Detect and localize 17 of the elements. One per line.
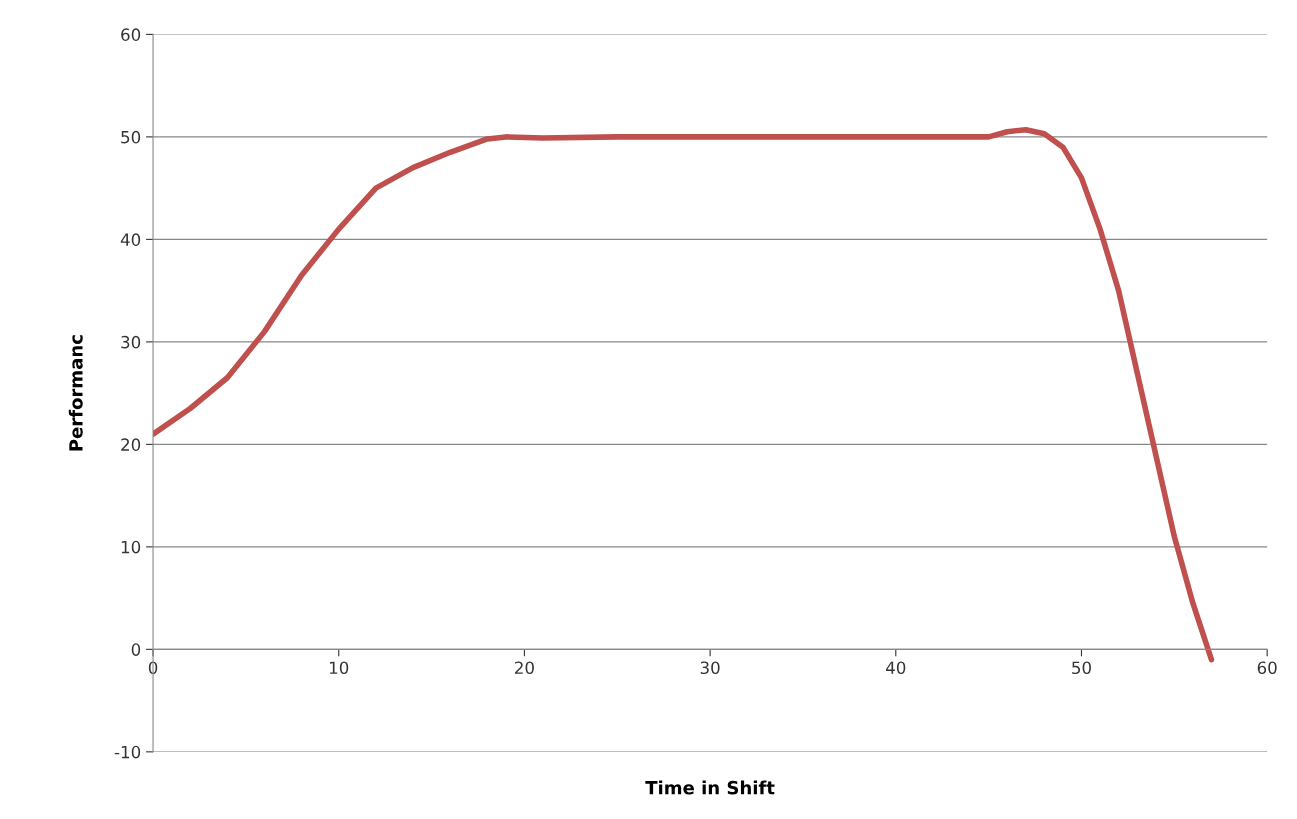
x-axis-title: Time in Shift [645,780,775,795]
x-tick-label: 40 [886,661,906,675]
x-tick-label: 50 [1072,661,1091,675]
y-tick-label: 40 [120,233,141,246]
y-tick-label: -10 [114,745,141,759]
y-axis-title: Performanc [68,335,83,451]
x-tick-label: 10 [329,661,349,675]
x-tick-label: 20 [515,661,534,675]
y-tick-label: 10 [121,540,141,554]
y-tick-label: 60 [121,28,141,41]
y-tick-label: 20 [121,438,141,451]
x-tick-label: 0 [148,661,158,675]
x-tick-label: 60 [1257,661,1277,675]
x-tick-label: 30 [700,661,720,675]
y-tick-label: 30 [121,335,141,349]
y-tick-label: 50 [121,130,141,144]
y-tick-label: 0 [131,643,141,656]
